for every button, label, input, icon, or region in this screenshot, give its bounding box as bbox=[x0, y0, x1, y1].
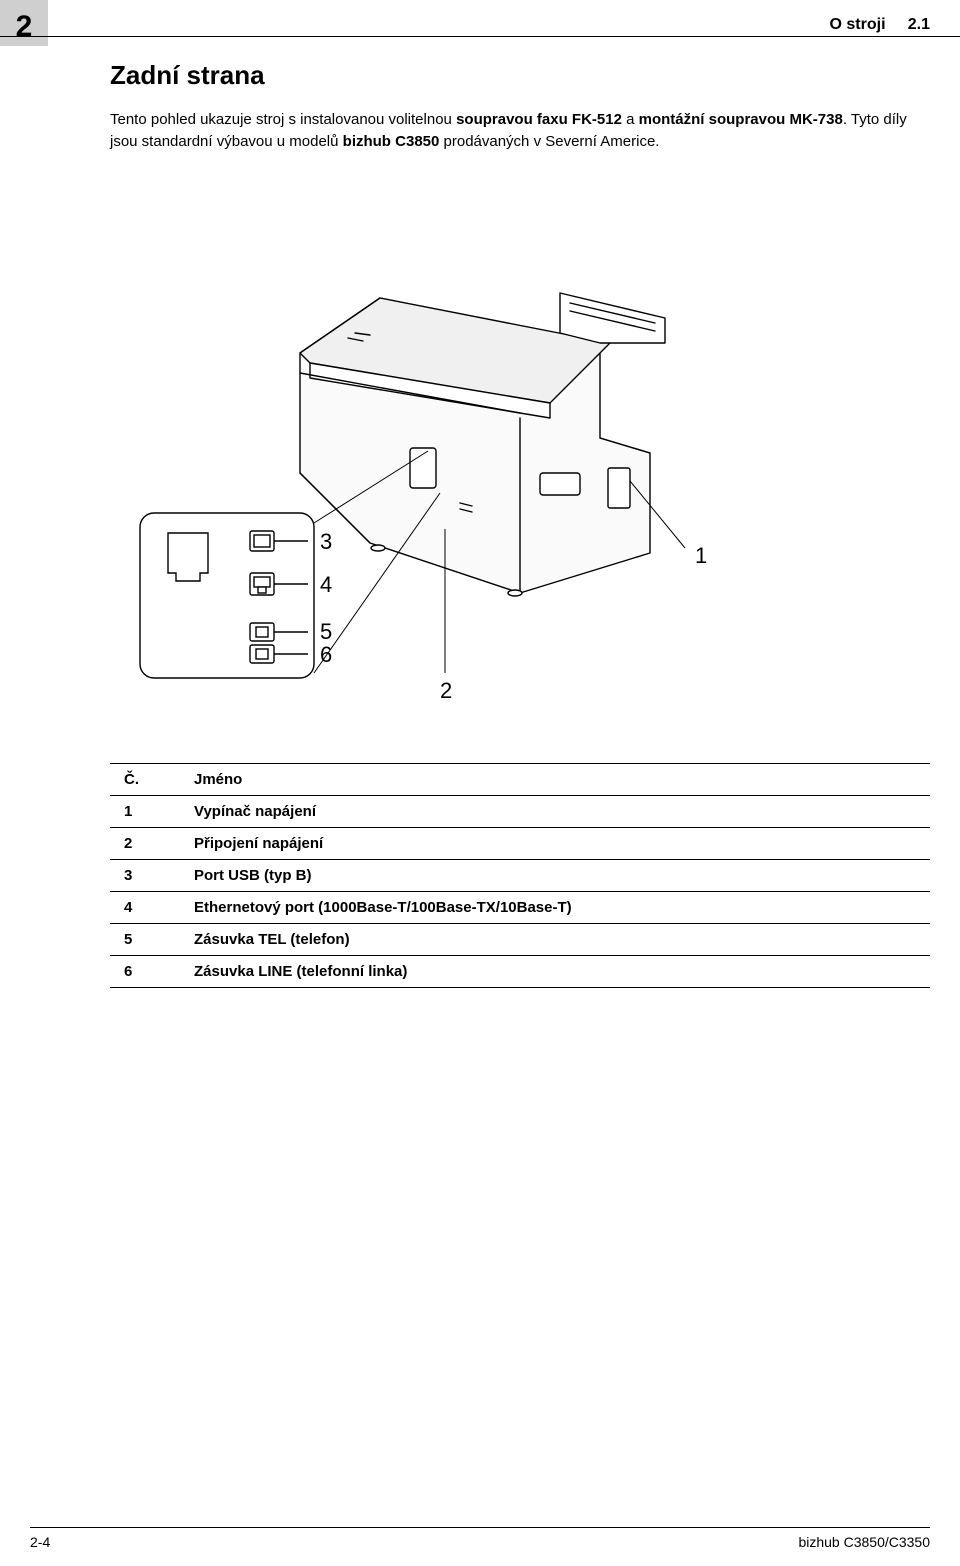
page-footer: 2-4 bizhub C3850/C3350 bbox=[30, 1527, 930, 1550]
cell-num: 3 bbox=[110, 859, 180, 891]
printer-diagram-svg: 1 2 3 4 5 6 bbox=[110, 173, 730, 733]
cell-num: 1 bbox=[110, 795, 180, 827]
para-text-2: a bbox=[622, 111, 639, 128]
cell-name: Vypínač napájení bbox=[180, 795, 930, 827]
callout-2: 2 bbox=[440, 678, 452, 703]
callout-5: 5 bbox=[320, 619, 332, 644]
section-header: O stroji 2.1 bbox=[830, 16, 931, 34]
table-row: 1 Vypínač napájení bbox=[110, 795, 930, 827]
table-row: 2 Připojení napájení bbox=[110, 827, 930, 859]
callout-1: 1 bbox=[695, 543, 707, 568]
cell-name: Port USB (typ B) bbox=[180, 859, 930, 891]
intro-paragraph: Tento pohled ukazuje stroj s instalovano… bbox=[110, 109, 930, 153]
table-row: 3 Port USB (typ B) bbox=[110, 859, 930, 891]
callout-6: 6 bbox=[320, 642, 332, 667]
callout-4: 4 bbox=[320, 572, 332, 597]
table-row: 5 Zásuvka TEL (telefon) bbox=[110, 923, 930, 955]
section-title: O stroji bbox=[830, 16, 886, 33]
para-bold-1: soupravou faxu FK-512 bbox=[456, 111, 622, 128]
para-bold-3: bizhub C3850 bbox=[343, 133, 440, 150]
section-number: 2.1 bbox=[908, 16, 930, 33]
para-text-4: prodávaných v Severní Americe. bbox=[439, 133, 659, 150]
col-header-num: Č. bbox=[110, 763, 180, 795]
cell-name: Připojení napájení bbox=[180, 827, 930, 859]
cell-num: 2 bbox=[110, 827, 180, 859]
cell-name: Zásuvka LINE (telefonní linka) bbox=[180, 955, 930, 987]
footer-rule bbox=[30, 1527, 930, 1528]
table-header-row: Č. Jméno bbox=[110, 763, 930, 795]
para-text-1: Tento pohled ukazuje stroj s instalovano… bbox=[110, 111, 456, 128]
chapter-number-box: 2 bbox=[0, 0, 48, 46]
parts-table: Č. Jméno 1 Vypínač napájení 2 Připojení … bbox=[110, 763, 930, 988]
page-title: Zadní strana bbox=[110, 60, 930, 91]
para-bold-2: montážní soupravou MK-738 bbox=[639, 111, 843, 128]
header-rule bbox=[0, 36, 960, 37]
cell-name: Ethernetový port (1000Base-T/100Base-TX/… bbox=[180, 891, 930, 923]
col-header-name: Jméno bbox=[180, 763, 930, 795]
cell-name: Zásuvka TEL (telefon) bbox=[180, 923, 930, 955]
cell-num: 6 bbox=[110, 955, 180, 987]
cell-num: 4 bbox=[110, 891, 180, 923]
cell-num: 5 bbox=[110, 923, 180, 955]
rear-view-figure: 1 2 3 4 5 6 bbox=[110, 173, 730, 733]
footer-page-number: 2-4 bbox=[30, 1534, 50, 1550]
table-row: 4 Ethernetový port (1000Base-T/100Base-T… bbox=[110, 891, 930, 923]
callout-3: 3 bbox=[320, 529, 332, 554]
footer-model: bizhub C3850/C3350 bbox=[798, 1534, 930, 1550]
table-row: 6 Zásuvka LINE (telefonní linka) bbox=[110, 955, 930, 987]
chapter-number: 2 bbox=[16, 10, 33, 46]
